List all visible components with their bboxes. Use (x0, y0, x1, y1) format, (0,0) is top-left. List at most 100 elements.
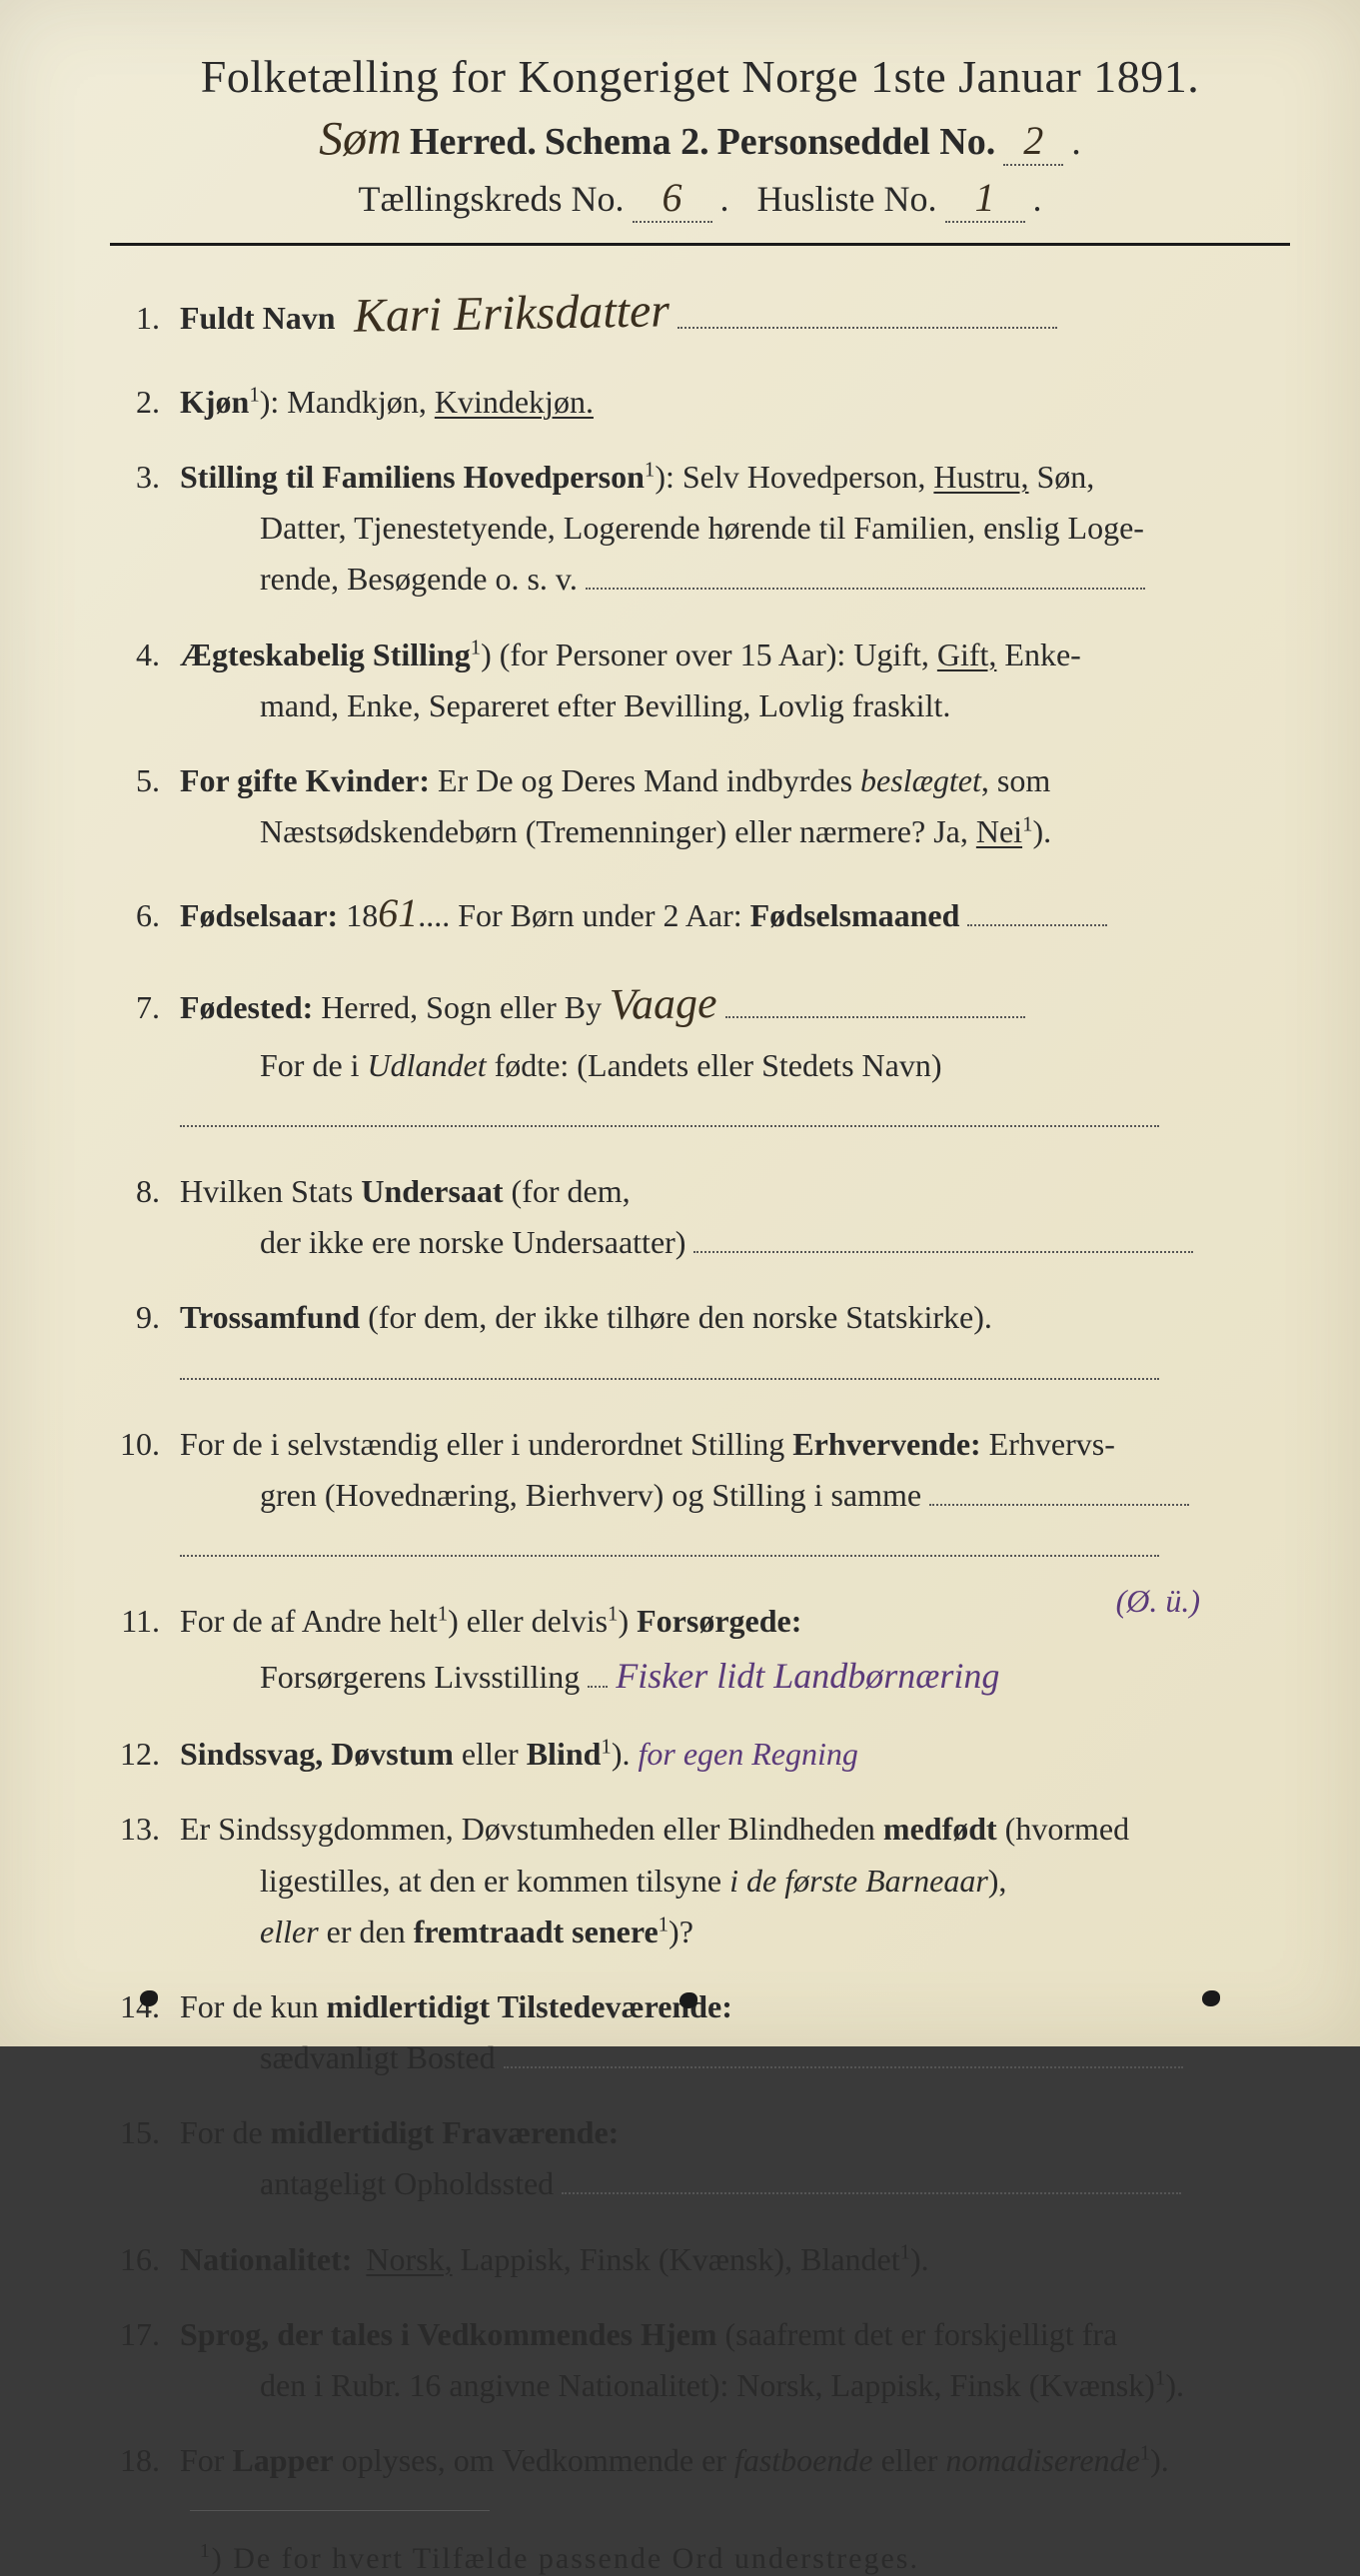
question-13: 13. Er Sindssygdommen, Døvstumheden elle… (120, 1804, 1290, 1957)
q5-content: For gifte Kvinder: Er De og Deres Mand i… (180, 755, 1290, 857)
q7-line2-b: fødte: (Landets eller Stedets Navn) (487, 1047, 942, 1083)
q3-sup: 1 (645, 458, 655, 481)
q8-text-b: (for dem, (504, 1173, 631, 1209)
q11-handwritten: Fisker lidt Landbørnæring (616, 1648, 999, 1706)
form-header: Folketælling for Kongeriget Norge 1ste J… (110, 50, 1290, 223)
q12-content: Sindssvag, Døvstum eller Blind1). for eg… (180, 1729, 1290, 1780)
q16-label: Nationalitet: (180, 2241, 352, 2277)
q18-italic-a: fastboende (734, 2442, 873, 2478)
q13-line2-b: ), (988, 1863, 1007, 1899)
q7-line2-wrap: For de i Udlandet fødte: (Landets eller … (180, 1040, 1290, 1091)
q1-number: 1. (120, 293, 180, 344)
q3-line3-wrap: rende, Besøgende o. s. v. (180, 554, 1290, 605)
q7-number: 7. (120, 982, 180, 1033)
period: . (1033, 178, 1042, 220)
question-15: 15. For de midlertidigt Fraværende: anta… (120, 2107, 1290, 2209)
q10-dotfill (929, 1504, 1189, 1506)
header-divider (110, 243, 1290, 246)
footnote-text: ) De for hvert Tilfælde passende Ord und… (212, 2542, 919, 2575)
q8-content: Hvilken Stats Undersaat (for dem, der ik… (180, 1166, 1290, 1268)
question-5: 5. For gifte Kvinder: Er De og Deres Man… (120, 755, 1290, 857)
q12-sup: 1 (601, 1736, 611, 1759)
q13-italic: i de første Barneaar (729, 1863, 988, 1899)
q8-line2-wrap: der ikke ere norske Undersaatter) (180, 1217, 1290, 1268)
herred-label: Herred. (410, 120, 537, 164)
q11-content: For de af Andre helt1) eller delvis1) Fo… (180, 1596, 1290, 1705)
question-17: 17. Sprog, der tales i Vedkommendes Hjem… (120, 2309, 1290, 2411)
q9-content: Trossamfund (for dem, der ikke tilhøre d… (180, 1292, 1290, 1394)
q5-text-b: , som (981, 762, 1050, 798)
question-2: 2. Kjøn1): Mandkjøn, Kvindekjøn. (120, 377, 1290, 428)
q3-dotfill (586, 588, 1145, 590)
ink-blot-right (1202, 1990, 1220, 2006)
q13-number: 13. (120, 1804, 180, 1855)
q12-handwritten: for egen Regning (638, 1729, 857, 1780)
q18-sup: 1 (1140, 2442, 1150, 2465)
q17-label: Sprog, der tales i Vedkommendes Hjem (180, 2316, 717, 2352)
q18-bold: Lapper (232, 2442, 333, 2478)
q18-text-c: eller (873, 2442, 946, 2478)
q7-italic: Udlandet (368, 1047, 487, 1083)
q13-bold-b: fremtraadt senere (414, 1914, 659, 1949)
q10-bold: Erhvervende: (792, 1426, 980, 1462)
q3-label: Stilling til Familiens Hovedperson (180, 459, 645, 495)
q8-text-a: Hvilken Stats (180, 1173, 361, 1209)
q3-underlined: Hustru, (933, 459, 1028, 495)
taellingskreds-no: 6 (633, 174, 712, 223)
q4-text-b: Enke- (996, 637, 1080, 672)
q10-dotfill2 (180, 1555, 1159, 1557)
husliste-label: Husliste No. (757, 178, 937, 220)
q7-line2-a: For de i (260, 1047, 368, 1083)
q10-text-a: For de i selvstændig eller i underordnet… (180, 1426, 792, 1462)
q13-text-b: (hvormed (997, 1811, 1129, 1847)
q4-underlined: Gift, (937, 637, 997, 672)
q5-sup: 1 (1022, 812, 1032, 835)
q9-text: (for dem, der ikke tilhøre den norske St… (360, 1299, 992, 1335)
q3-text-a: ): Selv Hovedperson, (655, 459, 933, 495)
question-10: 10. For de i selvstændig eller i underor… (120, 1419, 1290, 1573)
q3-text-b: Søn, (1029, 459, 1095, 495)
q17-line2-wrap: den i Rubr. 16 angivne Nationalitet): No… (180, 2360, 1290, 2411)
q14-line2-wrap: sædvanligt Bosted (180, 2032, 1290, 2083)
q2-label-b: ): Mandkjøn, (260, 384, 435, 420)
q6-label-c: Fødselsmaaned (750, 897, 960, 933)
q14-bold: midlertidigt Tilstedeværende: (327, 1988, 732, 2024)
q18-text-a: For (180, 2442, 232, 2478)
q1-dotfill (678, 327, 1057, 329)
q18-content: For Lapper oplyses, om Vedkommende er fa… (180, 2435, 1290, 2486)
q1-content: Fuldt Navn Kari Eriksdatter (180, 276, 1290, 353)
q10-line2: gren (Hovednæring, Bierhverv) og Stillin… (260, 1477, 921, 1513)
husliste-no: 1 (945, 174, 1025, 223)
q15-dotfill (562, 2192, 1181, 2194)
ink-blot-center (680, 1992, 697, 2008)
form-body: 1. Fuldt Navn Kari Eriksdatter 2. Kjøn1)… (110, 276, 1290, 2576)
question-8: 8. Hvilken Stats Undersaat (for dem, der… (120, 1166, 1290, 1268)
q10-line2-wrap: gren (Hovednæring, Bierhverv) og Stillin… (180, 1470, 1290, 1521)
q3-content: Stilling til Familiens Hovedperson1): Se… (180, 452, 1290, 606)
q13-text-a: Er Sindssygdommen, Døvstumheden eller Bl… (180, 1811, 883, 1847)
q4-content: Ægteskabelig Stilling1) (for Personer ov… (180, 630, 1290, 731)
question-18: 18. For Lapper oplyses, om Vedkommende e… (120, 2435, 1290, 2486)
main-title: Folketælling for Kongeriget Norge 1ste J… (110, 50, 1290, 103)
question-14: 14. For de kun midlertidigt Tilstedevære… (120, 1981, 1290, 2083)
q6-dots: .... (418, 897, 458, 933)
q13-line3-wrap: eller er den fremtraadt senere1)? (180, 1907, 1290, 1957)
q4-label: Ægteskabelig Stilling (180, 637, 471, 672)
q18-number: 18. (120, 2435, 180, 2486)
q6-year: 61 (378, 881, 418, 945)
q10-number: 10. (120, 1419, 180, 1470)
q16-number: 16. (120, 2234, 180, 2285)
q16-text-b: ). (910, 2241, 929, 2277)
q10-text-b: Erhvervs- (981, 1426, 1115, 1462)
q6-dotfill (967, 924, 1107, 926)
q8-dotfill (693, 1251, 1193, 1253)
question-3: 3. Stilling til Familiens Hovedperson1):… (120, 452, 1290, 606)
q16-sup: 1 (900, 2240, 910, 2263)
period: . (720, 178, 729, 220)
q5-italic: beslægtet (860, 762, 981, 798)
q13-line3-b: er den (319, 1914, 414, 1949)
q5-number: 5. (120, 755, 180, 806)
q7-text-a: Herred, Sogn eller By (313, 989, 602, 1025)
q15-bold: midlertidigt Fraværende: (271, 2114, 620, 2150)
q7-value: Vaage (610, 968, 718, 1040)
